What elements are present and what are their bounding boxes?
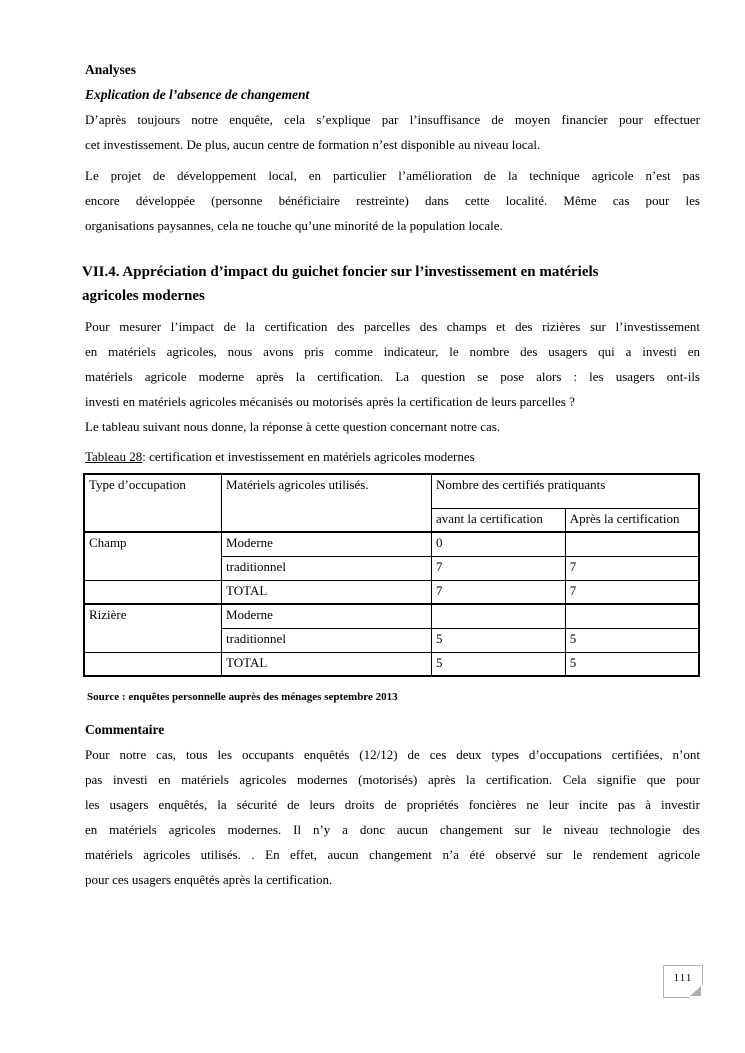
dog-ear-fold-icon [690,986,701,996]
table-cell-occupation: Rizière [83,603,222,653]
table-header-cell-materiels: Matériels agricoles utilisés. [221,473,432,533]
table-cell-materiel: traditionnel [221,627,432,653]
text-line: les usagers enquêtés, la sécurité de leu… [85,797,700,812]
text-line: cet investissement. De plus, aucun centr… [85,137,541,152]
paragraph-commentaire: Pour notre cas, tous les occupants enquê… [85,742,700,892]
analyses-heading: Analyses [85,62,137,77]
text-line: Le projet de développement local, en par… [85,168,700,183]
page-number: 111 [673,972,693,984]
table-row: traditionnel 7 7 [84,555,700,581]
paragraph-tableau-suivant: Le tableau suivant nous donne, la répons… [85,414,700,439]
table-cell-avant: 7 [431,555,566,581]
table-header-row: Type d’occupation Matériels agricoles ut… [83,473,700,533]
table-header-cell-nombre: Nombre des certifiés pratiquants [431,473,700,509]
table-cell-apres: 5 [564,651,700,677]
text-line: en matériels agricoles modernes. Il n’y … [85,822,700,837]
table-cell-avant: 5 [431,651,566,677]
table-cell-occupation [83,579,222,605]
explication-heading: Explication de l’absence de changement [85,87,310,102]
text-line: matériels agricoles utilisés. . En effet… [85,847,700,862]
commentaire-heading: Commentaire [85,722,165,737]
table-row: Champ Moderne 0 [83,531,700,581]
table-row: TOTAL 5 5 [83,651,700,677]
section-heading-vii4: VII.4. Appréciation d’impact du guichet … [82,260,700,308]
source-note: Source : enquêtes personnelle auprès des… [87,691,398,703]
table-cell-avant: 7 [431,579,566,605]
text-line: D’après toujours notre enquête, cela s’e… [85,112,700,127]
table-cell-occupation: Champ [83,531,222,581]
table-cell-apres: 7 [564,555,700,581]
table-header-cell-apres: Après la certification [564,507,700,533]
table-caption-label: Tableau 28 [85,449,143,464]
table-cell-apres [564,531,700,557]
text-line: Pour notre cas, tous les occupants enquê… [85,747,700,762]
table-row: Rizière Moderne [83,603,700,653]
page-content: Analyses Explication de l’absence de cha… [82,62,700,892]
table-cell-materiel: TOTAL [221,579,432,605]
text-line: pas investi en matériels agricoles moder… [85,772,700,787]
table-header-cell-occupation: Type d’occupation [83,473,222,533]
text-line: encore développée (personne bénéficiaire… [85,193,700,208]
paragraph-insuffisance: D’après toujours notre enquête, cela s’e… [85,107,700,157]
table-row: TOTAL 7 7 [83,579,700,605]
table-cell-materiel: Moderne [221,603,432,629]
table-subheader-row: avant la certification Après la certific… [84,507,700,533]
table-caption-text: : certification et investissement en mat… [142,449,475,464]
text-line: Pour mesurer l’impact de la certificatio… [85,319,700,334]
table-cell-materiel: TOTAL [221,651,432,677]
table-cell-materiel: Moderne [221,531,432,557]
table-cell-apres: 5 [564,627,700,653]
text-line: pour ces usagers enquêtés après la certi… [85,872,333,887]
text-line: VII.4. Appréciation d’impact du guichet … [82,264,599,280]
certification-table: Type d’occupation Matériels agricoles ut… [83,473,700,677]
paragraph-mesurer-impact: Pour mesurer l’impact de la certificatio… [85,314,700,414]
table-caption: Tableau 28: certification et investissem… [85,444,700,469]
text-line: agricoles modernes [82,288,205,304]
page-number-box: 111 [663,965,703,998]
table-cell-apres: 7 [564,579,700,605]
text-line: en matériels agricoles, nous avons pris … [85,344,700,359]
table-cell-materiel: traditionnel [221,555,432,581]
text-line: organisations paysannes, cela ne touche … [85,218,503,233]
table-cell-avant: 0 [431,531,566,557]
table-cell-apres [564,603,700,629]
text-line: matériels agricole moderne après la cert… [85,369,700,384]
table-cell-avant [431,603,566,629]
text-line: Le tableau suivant nous donne, la répons… [85,419,501,434]
table-cell-occupation [83,651,222,677]
text-line: investi en matériels agricoles mécanisés… [85,394,575,409]
table-header-cell-avant: avant la certification [431,507,566,533]
paragraph-projet-developpement: Le projet de développement local, en par… [85,163,700,238]
table-cell-avant: 5 [431,627,566,653]
